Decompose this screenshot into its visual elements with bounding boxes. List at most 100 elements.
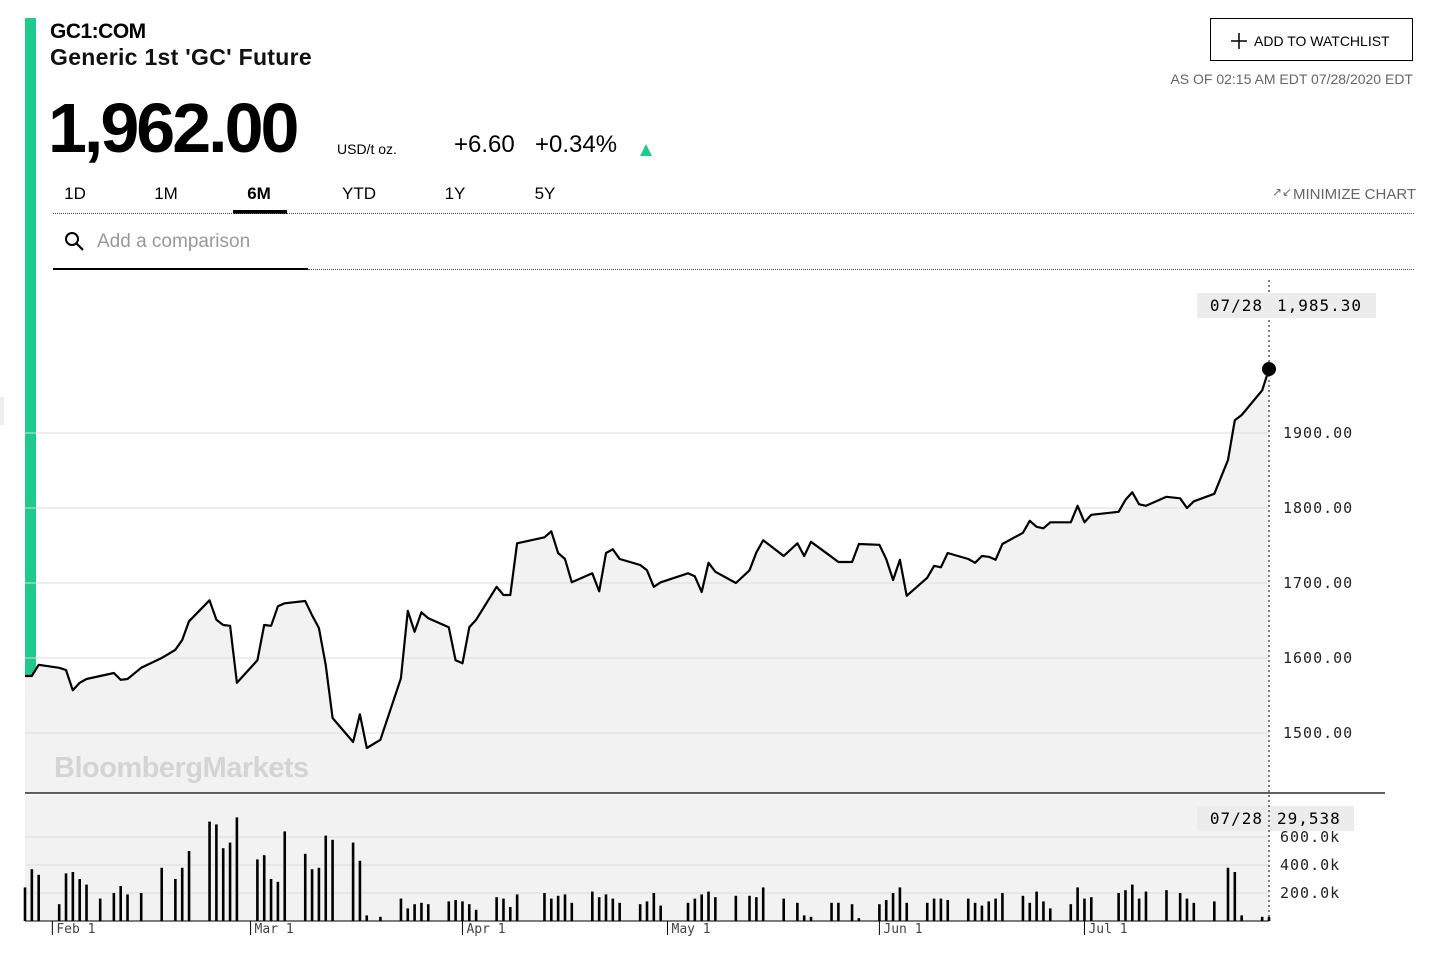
volume-bar: [878, 904, 881, 921]
volume-bar: [78, 879, 81, 921]
y-tick-label: 400.0k: [1280, 856, 1340, 874]
volume-bar: [495, 897, 498, 921]
search-icon: [65, 232, 84, 251]
volume-bar: [1076, 887, 1079, 921]
volume-bar: [748, 895, 751, 921]
volume-bar: [755, 897, 758, 921]
volume-bar: [543, 893, 546, 921]
volume-bar: [1192, 902, 1196, 921]
volume-bar: [700, 894, 703, 921]
volume-bar: [1213, 901, 1216, 921]
volume-bar: [508, 907, 512, 921]
volume-bar: [406, 908, 410, 921]
search-input[interactable]: Add a comparison: [97, 231, 251, 252]
minimize-chart[interactable]: MINIMIZE CHART: [1293, 186, 1417, 203]
volume-bg: [25, 795, 1269, 921]
y-tick-label: 1700.00: [1283, 574, 1353, 592]
volume-bar: [1117, 893, 1120, 921]
volume-bar: [420, 902, 423, 921]
volume-bar: [57, 904, 61, 921]
range-tab[interactable]: 1M: [154, 184, 178, 203]
volume-bar: [126, 894, 129, 921]
volume-bar: [303, 853, 307, 921]
x-tick-label: Mar 1: [255, 922, 294, 937]
volume-bar: [652, 893, 656, 921]
watchlist-label: ADD TO WATCHLIST: [1254, 33, 1390, 49]
volume-bar: [830, 902, 833, 921]
volume-bar: [939, 898, 943, 921]
plus-icon: [1231, 33, 1247, 49]
search-divider: [308, 269, 1414, 270]
volume-bar: [85, 884, 88, 921]
volume-bar: [686, 902, 690, 921]
volume-bar: [351, 842, 355, 921]
active-tab-underline: [233, 210, 287, 214]
volume-bar: [966, 898, 970, 921]
volume-bar: [399, 898, 403, 921]
range-tab[interactable]: 5Y: [534, 184, 556, 203]
minimize-icon: ↗↙: [1272, 185, 1293, 199]
price: 1,962.00: [48, 89, 299, 167]
volume-bar: [591, 891, 594, 921]
volume-bar: [1226, 867, 1230, 921]
volume-bar: [734, 895, 738, 921]
search-underline: [53, 268, 308, 270]
y-tick-label: 1600.00: [1283, 649, 1353, 667]
volume-bar: [1137, 898, 1141, 921]
volume-bar: [987, 901, 991, 921]
watchlist-button[interactable]: ADD TO WATCHLIST: [1210, 18, 1413, 61]
volume-bar: [638, 904, 642, 921]
volume-bar: [365, 915, 369, 921]
range-tab[interactable]: YTD: [342, 184, 376, 203]
volume-bar: [556, 895, 560, 921]
x-tick-label: Apr 1: [466, 922, 505, 937]
volume-bar: [262, 855, 266, 921]
volume-bar: [256, 859, 259, 921]
volume-bar: [71, 872, 75, 921]
volume-bar: [570, 902, 574, 921]
volume-bar: [1185, 898, 1189, 921]
volume-bar: [973, 902, 977, 921]
volume-bar: [331, 839, 334, 921]
volume-bar: [447, 901, 451, 921]
volume-bar: [1260, 916, 1264, 921]
volume-bar: [276, 881, 280, 921]
volume-bar: [139, 893, 143, 921]
volume-bar: [1048, 908, 1052, 921]
volume-bar: [215, 824, 218, 921]
volume-bar: [1240, 915, 1243, 921]
volume-bar: [946, 900, 950, 921]
volume-bar: [563, 894, 567, 921]
volume-bar: [884, 900, 888, 921]
volume-bar: [850, 904, 854, 921]
volume-bar: [707, 891, 710, 921]
volume-bar: [64, 873, 68, 921]
x-tick-label: Jul 1: [1088, 922, 1127, 937]
y-tick-label: 1800.00: [1283, 499, 1353, 517]
x-tick-label: Jun 1: [883, 922, 922, 937]
symbol: GC1:COM: [50, 20, 146, 43]
change-percent: +0.34%: [535, 131, 618, 158]
volume-bar: [611, 898, 615, 921]
volume-bar: [358, 860, 362, 921]
volume-bar: [802, 915, 806, 921]
y-tick-label: 1500.00: [1283, 724, 1353, 742]
volume-bar: [693, 898, 697, 921]
volume-bar: [837, 902, 840, 921]
change: +6.60: [454, 131, 515, 158]
volume-bar: [1130, 884, 1134, 921]
volume-bar: [857, 918, 861, 921]
range-tab[interactable]: 1Y: [444, 184, 466, 203]
up-arrow: [640, 144, 652, 156]
volume-bar: [474, 909, 478, 921]
tooltip-date: 07/28: [1210, 809, 1263, 828]
volume-bar: [98, 898, 102, 921]
y-tick-label: 1900.00: [1283, 424, 1353, 442]
tab-divider: [53, 213, 1414, 214]
volume-bar: [618, 902, 621, 921]
range-tab[interactable]: 6M: [247, 184, 271, 203]
volume-bar: [23, 887, 27, 921]
range-tab[interactable]: 1D: [64, 184, 86, 203]
y-tick-label: 600.0k: [1280, 828, 1340, 846]
